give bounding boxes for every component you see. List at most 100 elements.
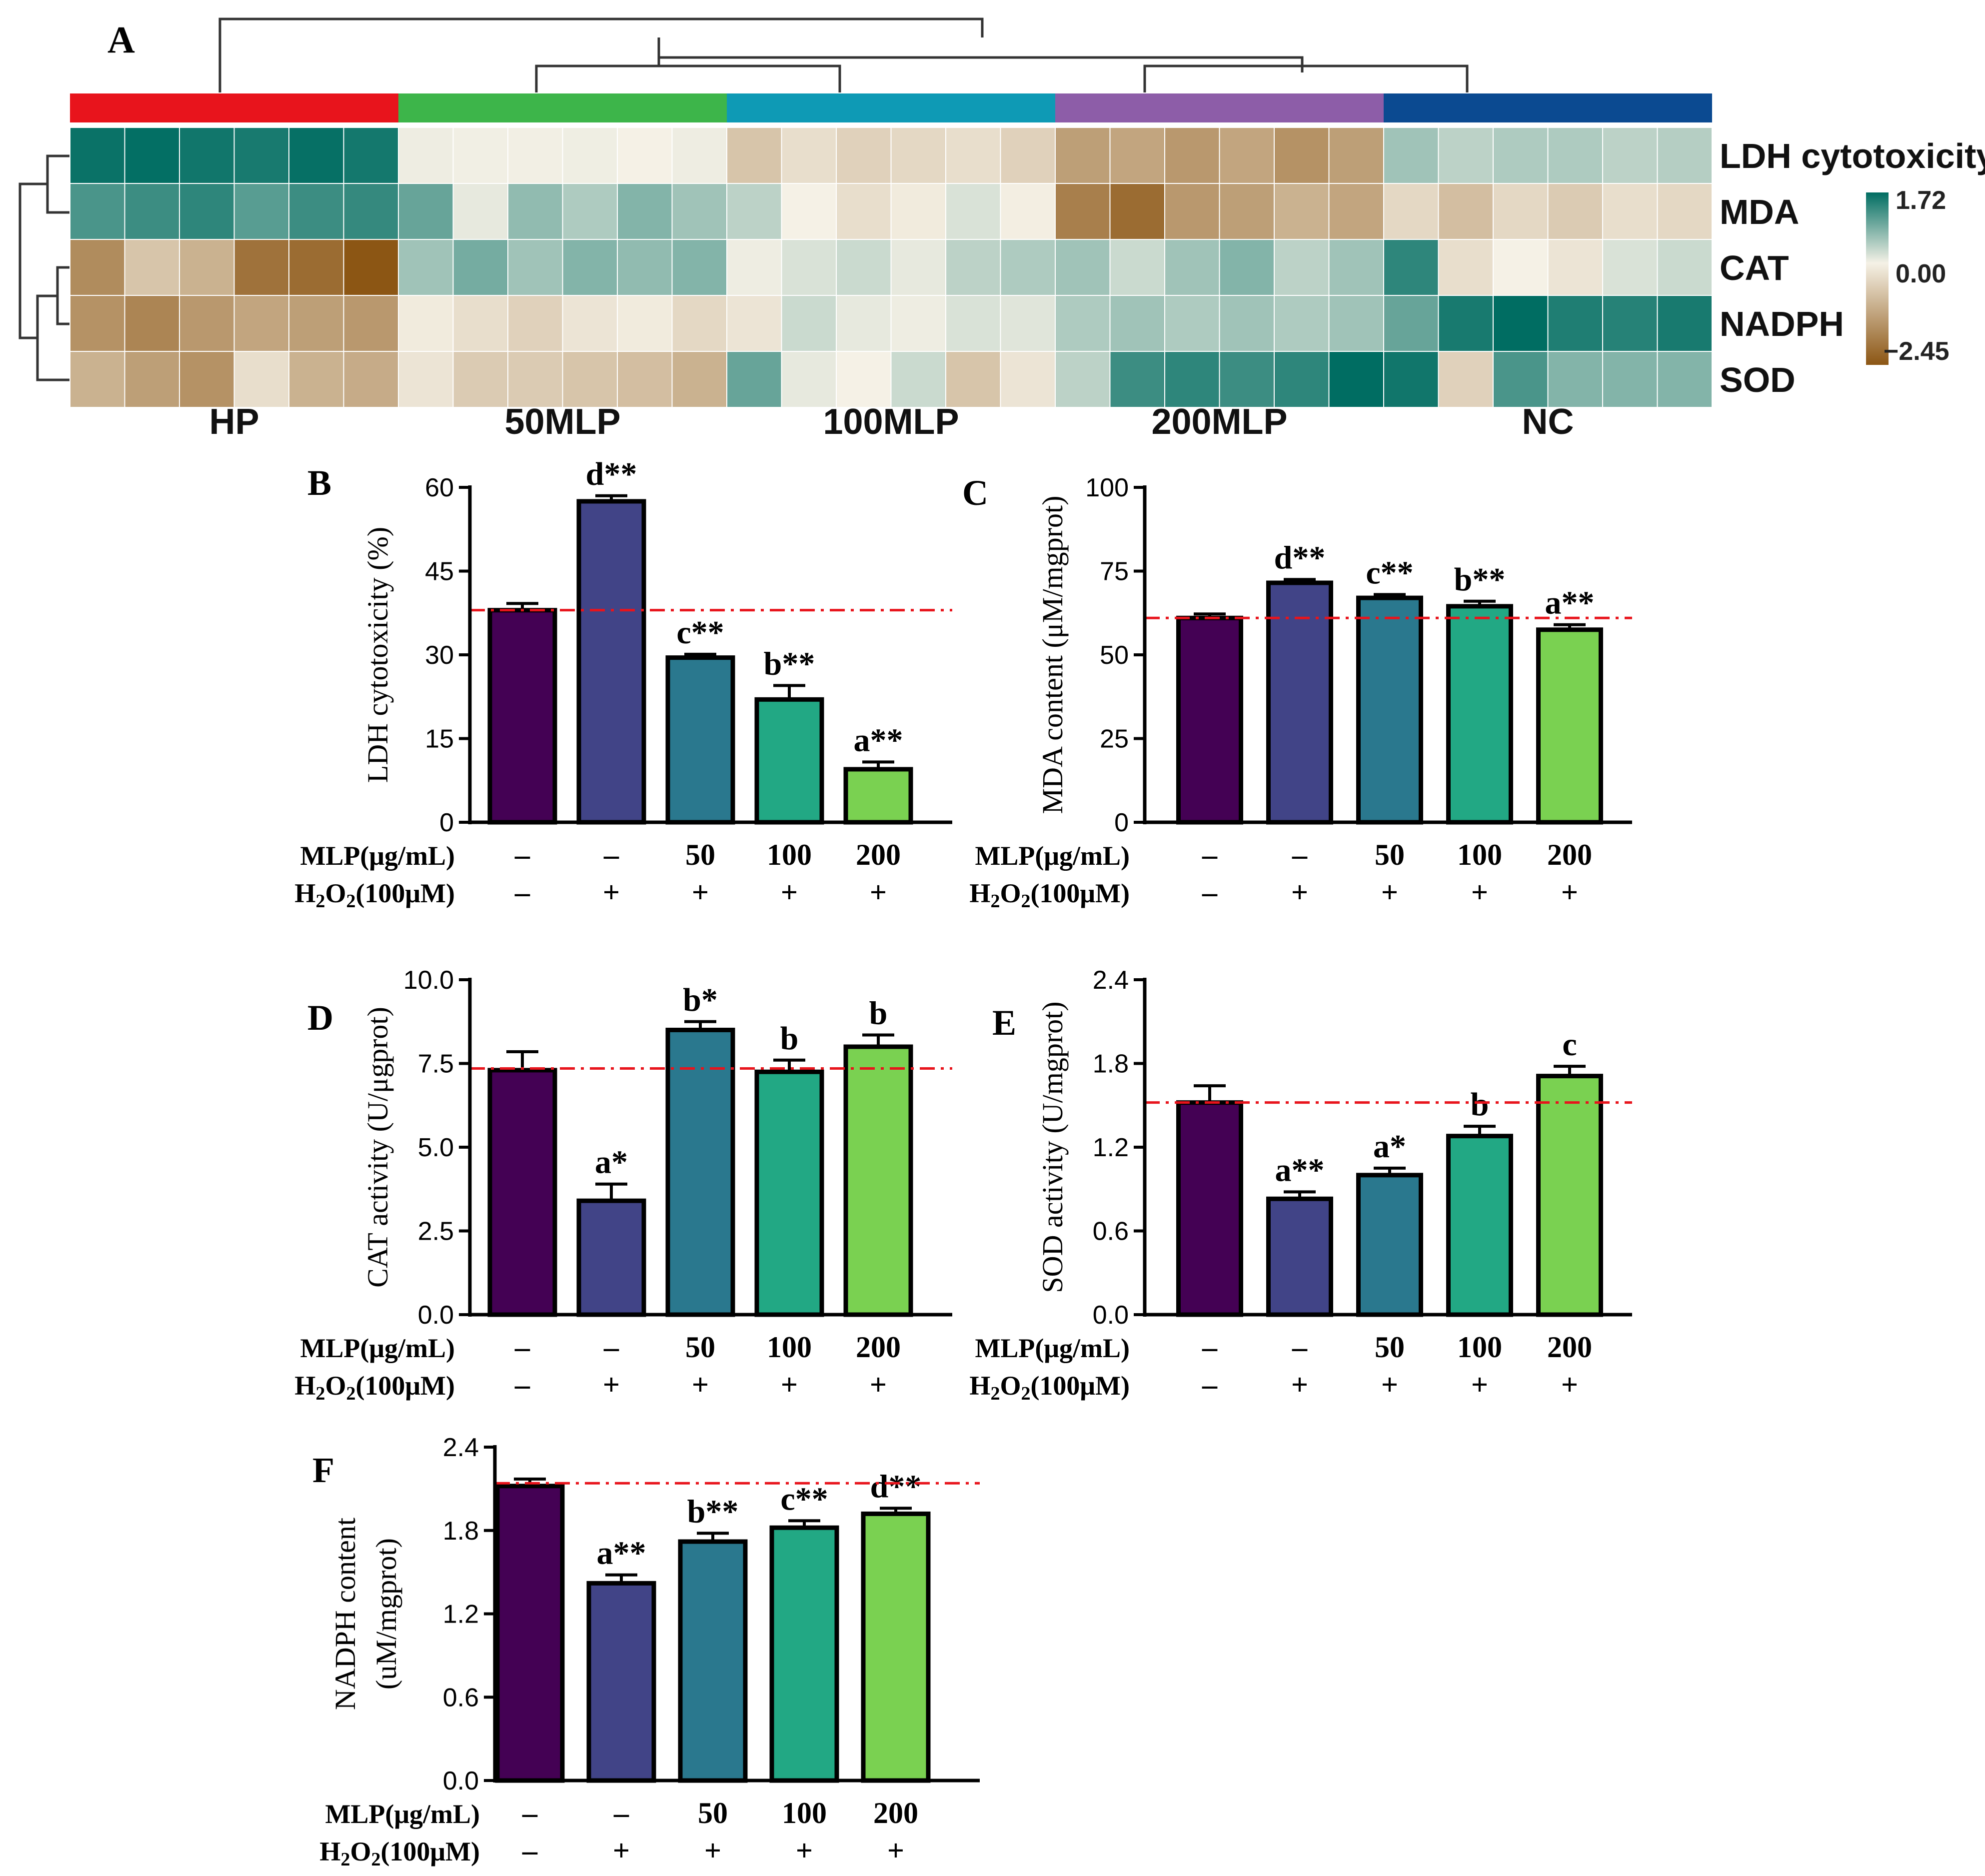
heatmap-cell [288, 183, 344, 240]
heatmap-cell [1055, 351, 1111, 408]
heatmap-cell [1219, 239, 1275, 296]
bar-50mlp [1356, 1173, 1423, 1317]
heatmap-cell [1438, 127, 1494, 184]
significance-label: b [1471, 1086, 1489, 1123]
heatmap-cell [1219, 127, 1275, 184]
heatmap-cell [1547, 183, 1603, 240]
heatmap-cell [124, 239, 180, 296]
heatmap-row-label: NADPH [1720, 304, 1844, 343]
heatmap-cell [1109, 351, 1165, 408]
mlp-row-label: MLP(μg/mL) [325, 1799, 480, 1829]
significance-letter: c [1562, 1026, 1577, 1063]
heatmap-cell [233, 351, 289, 408]
heatmap-cell [343, 295, 399, 352]
h2o2-label-part: O [325, 1371, 346, 1401]
heatmap-cell [1274, 295, 1330, 352]
significance-letter: a [1545, 585, 1562, 621]
significance-letter: b [869, 995, 888, 1032]
h2o2-flag-value: + [704, 1834, 721, 1867]
heatmap-cell [1109, 239, 1165, 296]
heatmap-cell [69, 127, 125, 184]
heatmap-cell [945, 295, 1001, 352]
h2o2-row-label: H2O2(100μM) [969, 878, 1130, 912]
heatmap-cell [890, 239, 946, 296]
heatmap-cell [617, 183, 673, 240]
heatmap-cell [452, 295, 508, 352]
panel-letter-e: E [992, 1003, 1016, 1043]
y-tick-label: 0.6 [443, 1683, 479, 1712]
heatmap-cell [836, 183, 892, 240]
h2o2-label-part: H [319, 1837, 340, 1867]
heatmap-cell [890, 351, 946, 408]
h2o2-flag-value: + [692, 876, 709, 909]
heatmap-group-label: 100MLP [823, 402, 959, 442]
h2o2-label-part: H [969, 1371, 990, 1401]
heatmap-row-label: MDA [1720, 192, 1799, 231]
dendro-link-left [535, 64, 841, 92]
heatmap-cell [1657, 127, 1713, 184]
heatmap-cell [562, 351, 618, 408]
h2o2-label-part: O [325, 878, 346, 908]
heatmap-cell [562, 239, 618, 296]
h2o2-flag-value: + [1561, 1368, 1578, 1401]
bar-100mlp [769, 1525, 839, 1783]
h2o2-label-part: (100μM) [1030, 878, 1130, 908]
significance-letter: b [764, 645, 782, 682]
significance-label: a** [1275, 1152, 1325, 1188]
bar-200mlp [843, 1044, 913, 1317]
heatmap-cell [507, 183, 563, 240]
h2o2-flag-value: + [603, 876, 620, 909]
heatmap-cell [1164, 351, 1220, 408]
heatmap-cell [781, 239, 837, 296]
heatmap-cell [671, 183, 727, 240]
h2o2-flag-value: + [887, 1834, 904, 1867]
bar-100mlp [754, 697, 824, 825]
y-tick-label: 7.5 [418, 1050, 454, 1079]
y-axis-label: LDH cytotoxicity (%) [361, 527, 394, 783]
y-tick-label: 0.6 [1093, 1217, 1129, 1246]
h2o2-label-part: H [294, 878, 315, 908]
significance-letter: b [687, 1493, 706, 1530]
heatmap-cell [452, 127, 508, 184]
h2o2-row-label: H2O2(100μM) [294, 878, 455, 912]
h2o2-label-part: 2 [346, 891, 355, 912]
heatmap-cell [1383, 239, 1439, 296]
y-tick-label: 10.0 [403, 966, 454, 995]
heatmap-row-label: CAT [1720, 248, 1789, 287]
h2o2-label-part: O [1000, 878, 1021, 908]
significance-stars: * [1390, 1128, 1406, 1165]
heatmap-cell [836, 351, 892, 408]
significance-stars: ** [888, 1468, 921, 1505]
heatmap-cell [562, 183, 618, 240]
heatmap-group-label: NC [1522, 402, 1574, 442]
y-axis-label: CAT activity (U/μgprot) [361, 1007, 394, 1288]
bar-nc [1176, 615, 1243, 825]
heatmap-cell [1000, 295, 1056, 352]
heatmap-cell [452, 183, 508, 240]
heatmap-cell [398, 351, 454, 408]
heatmap-cell [1383, 127, 1439, 184]
heatmap-cell [1493, 183, 1549, 240]
y-tick-label: 100 [1085, 473, 1129, 502]
heatmap-cell [1493, 239, 1549, 296]
h2o2-label-part: (100μM) [355, 1371, 455, 1401]
y-tick-label: 60 [425, 473, 454, 502]
significance-stars: * [701, 982, 718, 1018]
significance-letter: b [780, 1020, 799, 1057]
significance-label: d** [586, 456, 637, 492]
heatmap-cell [1438, 183, 1494, 240]
bar-hp [576, 1198, 646, 1317]
y-tick-label: 1.8 [443, 1517, 479, 1546]
mlp-row-label: MLP(μg/mL) [975, 841, 1130, 871]
heatmap-cell [945, 239, 1001, 296]
mlp-dose-value: 100 [1457, 838, 1502, 871]
y-tick-label: 0 [1114, 808, 1129, 837]
heatmap-cell [726, 295, 782, 352]
mlp-dose-value: 50 [685, 1331, 715, 1364]
group-bar-nc [1384, 93, 1712, 122]
heatmap-cell [617, 239, 673, 296]
significance-letter: b [683, 982, 701, 1018]
